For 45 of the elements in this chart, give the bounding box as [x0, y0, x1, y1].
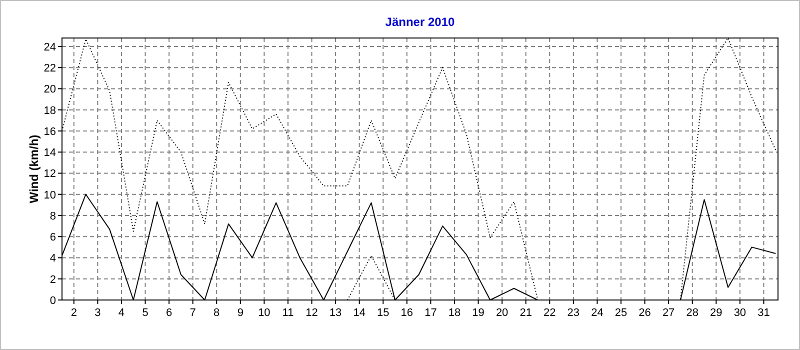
- x-tick-label: 27: [662, 307, 675, 319]
- x-tick-label: 8: [214, 307, 220, 319]
- x-tick-label: 10: [258, 307, 270, 319]
- x-tick-label: 11: [282, 307, 294, 319]
- x-tick-label: 12: [306, 307, 318, 319]
- x-tick-label: 14: [353, 307, 366, 319]
- x-tick-label: 30: [734, 307, 746, 319]
- y-tick-label: 6: [50, 232, 56, 244]
- x-tick-label: 6: [166, 307, 172, 319]
- y-tick-label: 2: [50, 274, 56, 286]
- x-tick-label: 18: [448, 307, 461, 319]
- x-tick-label: 17: [424, 307, 437, 319]
- y-tick-label: 22: [44, 62, 56, 75]
- y-tick-label: 8: [50, 210, 56, 222]
- y-tick-label: 18: [44, 104, 56, 117]
- x-tick-label: 21: [520, 307, 532, 319]
- y-tick-label: 20: [44, 84, 56, 96]
- y-axis-title: Wind (km/h): [27, 134, 41, 204]
- x-tick-label: 13: [329, 307, 342, 319]
- y-tick-label: 4: [50, 252, 56, 265]
- x-tick-label: 22: [544, 307, 556, 319]
- x-tick-label: 26: [638, 307, 651, 319]
- x-tick-label: 5: [142, 307, 148, 319]
- x-tick-label: 31: [758, 307, 770, 319]
- chart-title: Jänner 2010: [385, 15, 456, 29]
- x-tick-label: 16: [400, 307, 414, 319]
- x-tick-label: 23: [567, 307, 580, 319]
- x-tick-label: 9: [237, 307, 244, 319]
- x-tick-label: 15: [377, 307, 390, 319]
- x-tick-label: 7: [190, 307, 196, 319]
- x-tick-label: 24: [591, 307, 604, 319]
- x-tick-label: 20: [496, 307, 508, 319]
- y-tick-label: 14: [44, 147, 56, 160]
- y-tick-label: 0: [50, 295, 56, 307]
- x-tick-label: 2: [70, 307, 77, 319]
- y-tick-label: 24: [44, 41, 56, 54]
- y-tick-label: 10: [44, 189, 56, 202]
- x-tick-label: 29: [710, 307, 722, 319]
- y-tick-label: 12: [44, 168, 56, 180]
- x-tick-label: 25: [614, 307, 628, 319]
- x-tick-label: 28: [686, 307, 698, 319]
- y-tick-label: 16: [44, 126, 56, 138]
- x-tick-label: 3: [94, 307, 101, 319]
- x-tick-label: 4: [118, 307, 125, 319]
- x-tick-label: 19: [472, 307, 484, 319]
